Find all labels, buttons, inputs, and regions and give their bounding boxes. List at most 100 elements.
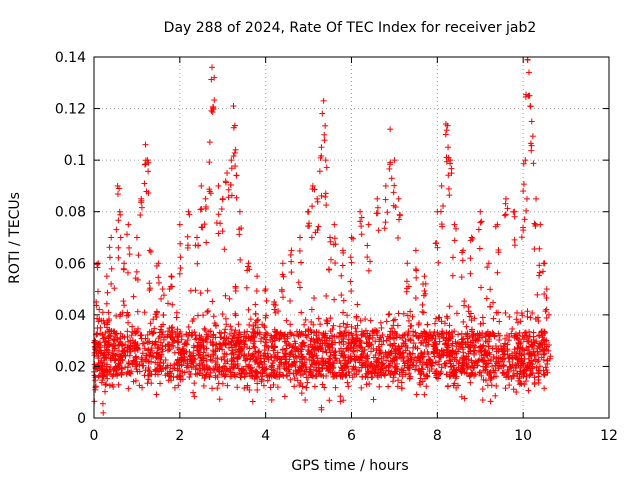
data-point bbox=[364, 374, 371, 381]
data-point bbox=[416, 379, 423, 386]
data-point bbox=[282, 338, 289, 345]
data-point bbox=[132, 377, 139, 384]
data-point bbox=[343, 324, 350, 331]
data-point bbox=[527, 103, 534, 110]
data-point bbox=[119, 356, 126, 363]
data-point bbox=[327, 328, 334, 335]
data-point bbox=[375, 227, 382, 234]
data-point bbox=[488, 382, 495, 389]
data-point bbox=[506, 333, 513, 340]
data-point bbox=[321, 384, 328, 391]
data-point bbox=[252, 371, 259, 378]
data-point bbox=[512, 333, 519, 340]
data-point bbox=[490, 373, 497, 380]
data-point bbox=[506, 354, 513, 361]
y-tick-label: 0.1 bbox=[64, 153, 86, 169]
data-point bbox=[144, 380, 151, 387]
data-point bbox=[541, 350, 548, 357]
data-point bbox=[297, 358, 304, 365]
data-point bbox=[314, 195, 321, 202]
data-point bbox=[468, 326, 475, 333]
data-point bbox=[245, 306, 252, 313]
data-point bbox=[527, 314, 534, 321]
data-point bbox=[103, 381, 110, 388]
data-point bbox=[514, 319, 521, 326]
data-point bbox=[194, 234, 200, 241]
data-point bbox=[304, 223, 311, 230]
data-point bbox=[95, 318, 102, 325]
chart-title: Day 288 of 2024, Rate Of TEC Index for r… bbox=[164, 20, 537, 36]
data-point bbox=[394, 383, 401, 390]
data-point bbox=[522, 329, 529, 336]
data-point bbox=[147, 248, 154, 255]
data-point bbox=[407, 356, 414, 363]
data-point bbox=[430, 349, 437, 356]
data-point bbox=[483, 295, 490, 302]
data-point bbox=[252, 368, 259, 375]
data-point bbox=[207, 328, 214, 335]
data-point bbox=[458, 336, 465, 343]
data-point bbox=[252, 357, 259, 364]
data-point bbox=[184, 242, 191, 249]
data-point bbox=[322, 193, 329, 200]
data-point bbox=[254, 386, 261, 393]
data-point bbox=[483, 364, 490, 371]
data-point bbox=[221, 356, 228, 363]
data-point bbox=[133, 356, 140, 363]
data-point bbox=[291, 383, 298, 390]
data-point bbox=[219, 196, 226, 203]
data-point bbox=[327, 369, 334, 376]
data-point bbox=[348, 355, 355, 362]
data-point bbox=[147, 349, 154, 356]
data-point bbox=[352, 331, 359, 338]
data-point bbox=[521, 356, 528, 363]
data-point bbox=[97, 324, 104, 331]
data-point bbox=[164, 300, 171, 307]
data-point bbox=[533, 195, 540, 202]
data-point bbox=[264, 350, 271, 357]
data-point bbox=[209, 64, 216, 71]
data-point bbox=[453, 358, 460, 365]
data-point bbox=[257, 359, 264, 366]
y-tick-label: 0.02 bbox=[55, 359, 86, 375]
data-point bbox=[502, 385, 509, 392]
data-point bbox=[317, 321, 324, 328]
data-point bbox=[294, 345, 301, 352]
data-point bbox=[525, 69, 532, 76]
data-point bbox=[306, 357, 313, 364]
data-point bbox=[250, 323, 257, 330]
data-point bbox=[115, 254, 122, 261]
data-point bbox=[521, 381, 528, 388]
data-point bbox=[129, 339, 136, 346]
data-point bbox=[251, 344, 258, 351]
data-point bbox=[542, 364, 549, 371]
data-point bbox=[124, 364, 131, 371]
data-point bbox=[412, 247, 419, 254]
data-point bbox=[232, 373, 239, 380]
data-point bbox=[268, 363, 275, 370]
data-point bbox=[216, 329, 223, 336]
data-point bbox=[500, 351, 507, 358]
data-point bbox=[522, 157, 529, 164]
data-point bbox=[216, 346, 223, 353]
data-point bbox=[436, 314, 443, 321]
data-point bbox=[325, 342, 332, 349]
data-point bbox=[330, 322, 337, 329]
data-point bbox=[523, 344, 530, 351]
data-point bbox=[338, 292, 345, 299]
data-point bbox=[217, 334, 224, 341]
data-point bbox=[502, 309, 509, 316]
data-point bbox=[159, 348, 166, 355]
data-point bbox=[232, 310, 239, 317]
data-point bbox=[542, 308, 549, 315]
data-point bbox=[509, 325, 516, 332]
data-point bbox=[210, 350, 217, 357]
x-tick-label: 12 bbox=[600, 428, 618, 444]
data-point bbox=[395, 216, 402, 223]
data-point bbox=[501, 212, 508, 219]
data-point bbox=[386, 165, 393, 172]
data-point bbox=[231, 149, 238, 156]
data-point bbox=[194, 312, 201, 319]
data-point bbox=[349, 374, 356, 381]
data-point bbox=[271, 357, 278, 364]
